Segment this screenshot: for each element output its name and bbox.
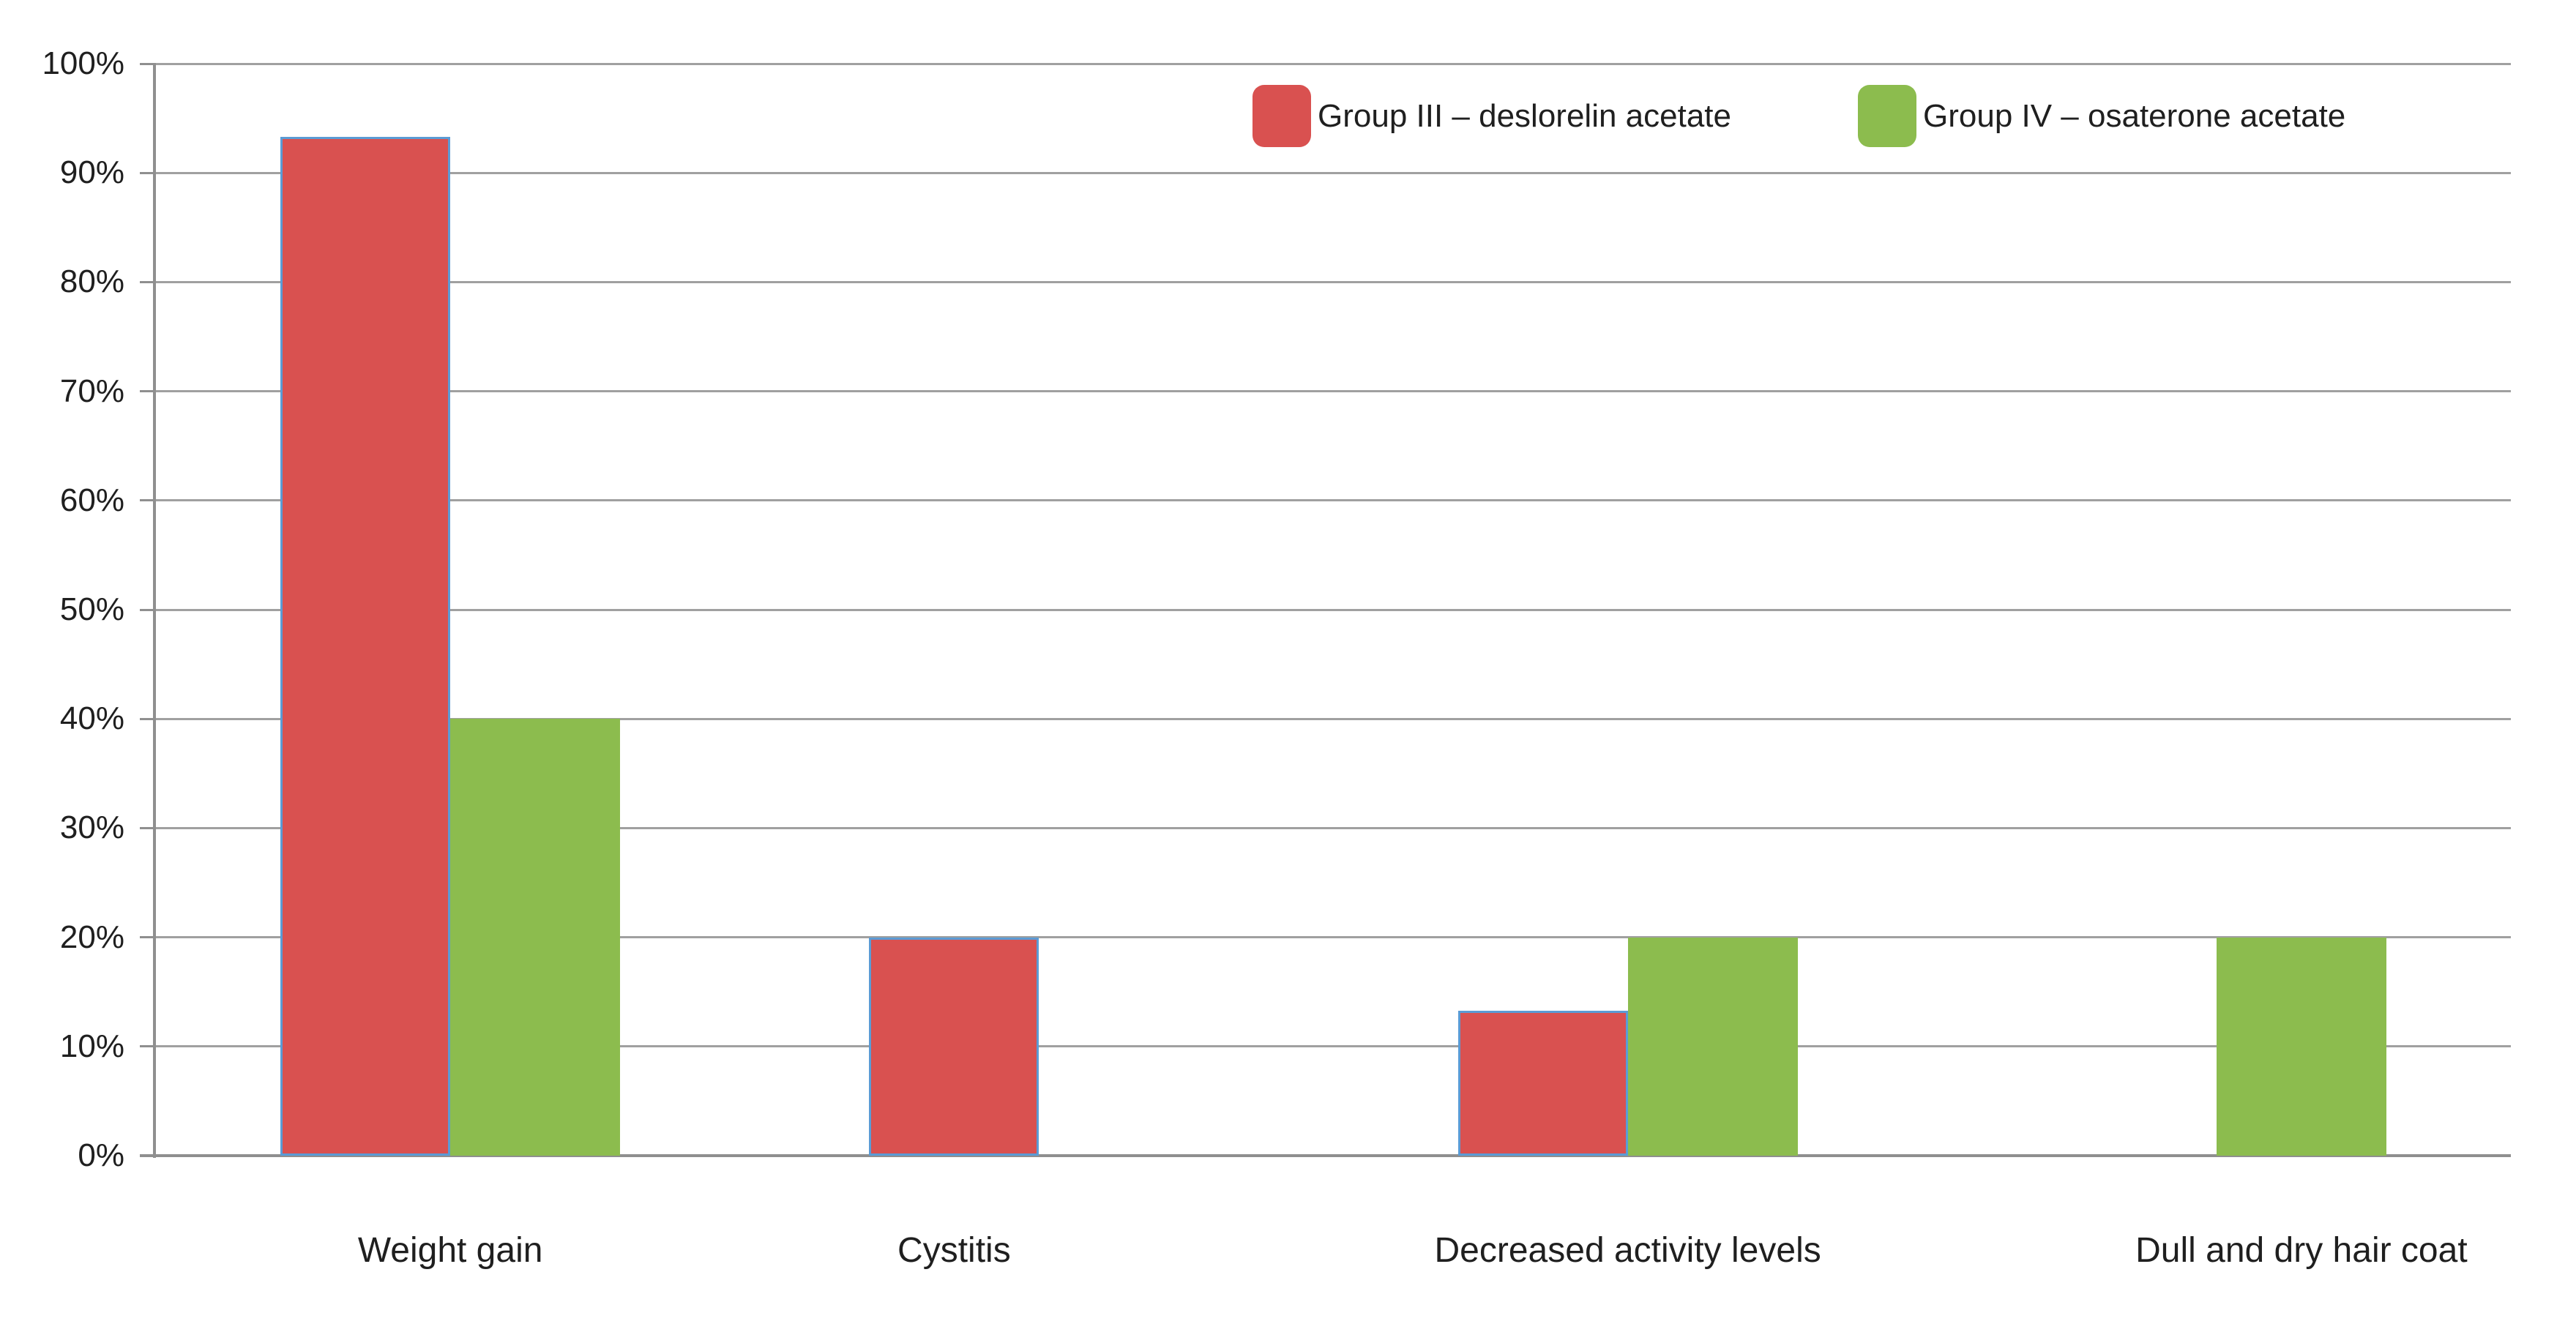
legend-label-group-iv: Group IV – osaterone acetate: [1923, 98, 2346, 134]
y-axis-label-80pct: 80%: [59, 263, 124, 300]
gridline-90pct: [156, 171, 2511, 174]
bar-group-iv-weight-gain: [450, 719, 621, 1156]
legend-swatch-group-iii: [1252, 85, 1311, 147]
gridline-10pct: [156, 1045, 2511, 1048]
y-axis-label-90pct: 90%: [59, 154, 124, 191]
y-axis-tick-20pct: [140, 936, 156, 939]
y-axis-label-50pct: 50%: [59, 591, 124, 627]
bar-group-iii-decreased-activity-levels: [1457, 1011, 1628, 1156]
y-axis-tick-100pct: [140, 62, 156, 65]
legend-entry-group-iii: Group III – deslorelin acetate: [1252, 85, 1731, 147]
gridline-30pct: [156, 826, 2511, 829]
y-axis-tick-0pct: [140, 1154, 156, 1157]
category-label-decreased-activity-levels: Decreased activity levels: [1434, 1231, 1821, 1270]
y-axis-label-30pct: 30%: [59, 809, 124, 846]
bar-group-iii-cystitis: [869, 938, 1039, 1156]
gridline-20pct: [156, 936, 2511, 939]
y-axis-tick-90pct: [140, 171, 156, 174]
y-axis-label-10pct: 10%: [59, 1028, 124, 1064]
gridline-70pct: [156, 390, 2511, 393]
plot-area: [140, 62, 2511, 1158]
y-axis-tick-60pct: [140, 499, 156, 502]
category-label-dull-and-dry-hair-coat: Dull and dry hair coat: [2135, 1231, 2468, 1270]
y-axis-tick-70pct: [140, 390, 156, 393]
category-label-weight-gain: Weight gain: [357, 1231, 543, 1270]
x-axis-baseline: [140, 1154, 2511, 1157]
y-axis-tick-40pct: [140, 717, 156, 720]
bar-group-iii-weight-gain: [280, 137, 451, 1156]
gridline-50pct: [156, 608, 2511, 611]
bar-group-iv-decreased-activity-levels: [1627, 938, 1798, 1156]
y-axis-tick-30pct: [140, 826, 156, 829]
bar-group-iv-dull-and-dry-hair-coat: [2216, 938, 2386, 1156]
category-label-cystitis: Cystitis: [897, 1231, 1011, 1270]
gridline-80pct: [156, 280, 2511, 283]
y-axis-label-70pct: 70%: [59, 373, 124, 409]
gridline-40pct: [156, 717, 2511, 720]
y-axis-label-60pct: 60%: [59, 482, 124, 518]
y-axis-tick-80pct: [140, 280, 156, 283]
legend-label-group-iii: Group III – deslorelin acetate: [1318, 98, 1731, 134]
y-axis-label-40pct: 40%: [59, 700, 124, 737]
y-axis-label-100pct: 100%: [42, 45, 124, 81]
gridline-100pct: [156, 62, 2511, 65]
gridline-60pct: [156, 499, 2511, 502]
y-axis-label-20pct: 20%: [59, 919, 124, 955]
y-axis-label-0pct: 0%: [78, 1137, 124, 1173]
legend-entry-group-iv: Group IV – osaterone acetate: [1858, 85, 2345, 147]
y-axis-tick-50pct: [140, 608, 156, 611]
legend-swatch-group-iv: [1858, 85, 1916, 147]
y-axis-tick-10pct: [140, 1045, 156, 1048]
